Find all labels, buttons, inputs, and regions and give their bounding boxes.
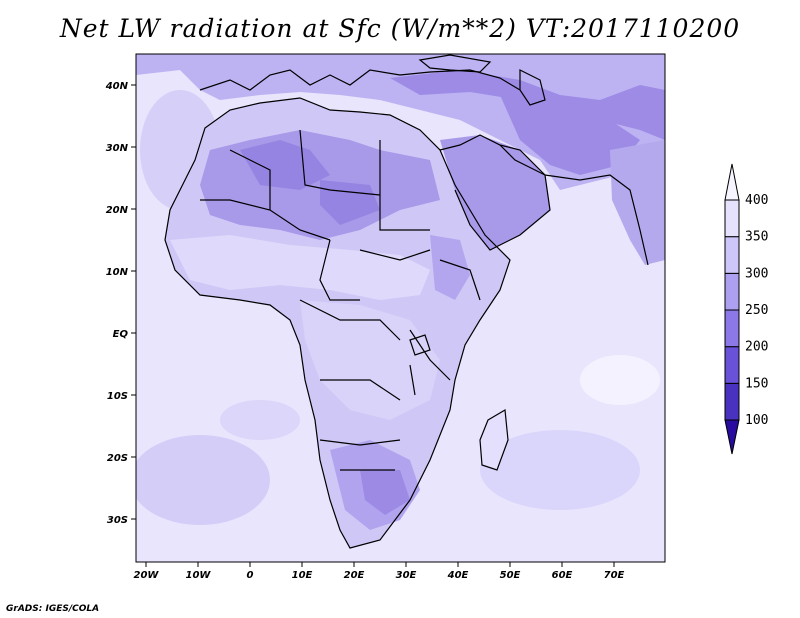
lat-tick-label: 20N <box>106 205 129 216</box>
map-title: Net LW radiation at Sfc (W/m**2) VT:2017… <box>59 14 741 43</box>
ocean-patch <box>220 400 300 440</box>
interior-border <box>379 140 430 231</box>
colorbar-box <box>724 346 740 384</box>
lat-tick-label: 30S <box>107 515 128 526</box>
madagascar-land <box>480 410 508 470</box>
lon-tick-label: 40E <box>447 570 469 581</box>
lake-victoria <box>409 334 431 356</box>
sahara-core <box>240 140 330 190</box>
interior-border <box>409 329 451 381</box>
interior-border <box>200 199 331 241</box>
interior-border <box>299 299 401 341</box>
colorbar-box <box>724 272 740 311</box>
turkey-high-plateau <box>390 70 665 140</box>
lon-tick-label: 50E <box>500 570 521 581</box>
interior-border <box>439 259 481 301</box>
east-africa-highlands <box>430 235 470 300</box>
lat-tick-label: 10S <box>107 391 128 402</box>
persian-gulf <box>499 144 546 176</box>
sahara-core <box>320 180 380 225</box>
lon-tick-label: 60E <box>552 570 573 581</box>
colorbar-box <box>724 309 740 348</box>
africa-coastline <box>164 97 511 549</box>
india-land <box>610 140 665 265</box>
interior-border <box>299 129 381 196</box>
latitude-axis: 40N 30N 20N 10N EQ 10S 20S 30S <box>105 81 136 526</box>
madagascar-coast <box>479 409 509 471</box>
iran-land <box>500 95 640 175</box>
lake-tanganyika <box>409 364 416 396</box>
central-africa-field <box>300 300 440 420</box>
lon-tick-label: 10E <box>292 570 313 581</box>
colorbar-box <box>724 236 740 274</box>
lat-tick-label: 40N <box>105 81 129 92</box>
longitude-axis: 20W 10W 0 10E 20E 30E 40E 50E 60E 70E <box>134 562 625 581</box>
colorbar-box <box>724 199 740 238</box>
ocean-patch <box>136 435 270 525</box>
south-asia-coast <box>544 174 649 266</box>
ocean-patch <box>480 430 640 510</box>
lon-tick-label: 20E <box>344 570 365 581</box>
colorbar-label: 100 <box>745 413 768 428</box>
colorbar-label: 300 <box>745 266 768 281</box>
colorbar-label: 150 <box>745 376 768 391</box>
lat-tick-label: EQ <box>113 329 129 340</box>
interior-border <box>319 439 401 446</box>
southern-africa-field <box>360 470 410 515</box>
ocean-patch <box>580 355 660 405</box>
map-frame <box>135 53 666 563</box>
lat-tick-label: 10N <box>106 267 129 278</box>
colorbar-over-triangle <box>724 163 740 201</box>
lon-tick-label: 20W <box>134 570 160 581</box>
interior-border <box>320 379 401 401</box>
country-boundaries <box>164 54 649 549</box>
lon-tick-label: 30E <box>396 570 417 581</box>
lat-tick-label: 20S <box>107 453 128 464</box>
lat-tick-label: 30N <box>106 143 129 154</box>
colorbar-label: 200 <box>745 340 768 355</box>
colorbar: 100 150 200 250 300 350 400 <box>724 163 768 455</box>
colorbar-label: 250 <box>745 303 768 318</box>
interior-border <box>319 239 360 301</box>
lon-tick-label: 10W <box>186 570 212 581</box>
lon-tick-label: 70E <box>604 570 625 581</box>
interior-border <box>359 249 431 261</box>
credit-text: GrADS: IGES/COLA <box>6 604 100 614</box>
black-sea-coast <box>418 54 492 73</box>
colorbar-under-triangle <box>724 419 740 455</box>
colorbar-label: 350 <box>745 230 768 245</box>
sahel-field <box>170 235 430 300</box>
caspian-coast <box>519 69 546 106</box>
radiation-field <box>136 54 665 562</box>
colorbar-label: 400 <box>745 193 768 208</box>
lon-tick-label: 0 <box>247 570 254 581</box>
colorbar-box <box>724 382 740 421</box>
interior-border <box>229 149 271 210</box>
